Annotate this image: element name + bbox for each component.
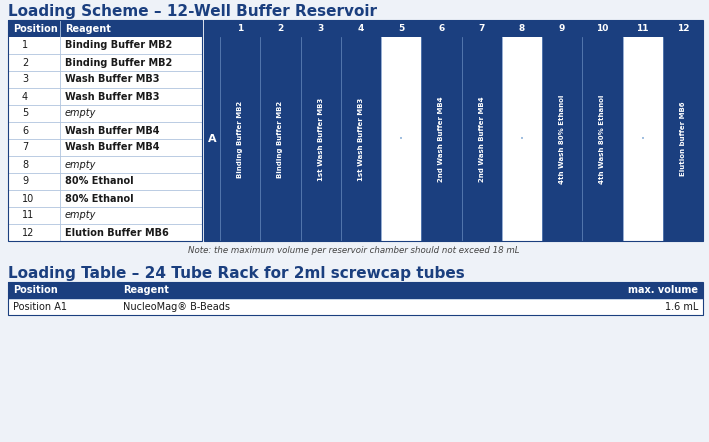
Bar [421,37,462,241]
Bar [204,37,220,241]
Bar [204,20,703,241]
Text: 5: 5 [22,108,28,118]
Text: Wash Buffer MB4: Wash Buffer MB4 [65,142,160,152]
Text: 6: 6 [22,126,28,136]
Text: 3: 3 [22,75,28,84]
Text: Wash Buffer MB3: Wash Buffer MB3 [65,75,160,84]
Text: 2: 2 [22,57,28,68]
Text: 6: 6 [438,24,445,33]
Text: empty: empty [65,160,96,169]
Text: 1: 1 [237,24,243,33]
Bar [8,156,202,173]
Text: 80% Ethanol: 80% Ethanol [65,176,133,187]
Bar [8,173,202,190]
Bar [8,282,703,315]
Text: Wash Buffer MB4: Wash Buffer MB4 [65,126,160,136]
Text: empty: empty [65,210,96,221]
Bar [220,37,260,241]
Text: 4: 4 [357,24,364,33]
Bar [8,224,202,241]
Text: •: • [520,136,524,142]
Text: 10: 10 [596,24,608,33]
Text: Wash Buffer MB3: Wash Buffer MB3 [65,91,160,102]
Text: Reagent: Reagent [65,23,111,34]
Text: Position: Position [13,23,57,34]
Text: 1st Wash Buffer MB3: 1st Wash Buffer MB3 [318,97,323,181]
Text: 11: 11 [637,24,649,33]
Bar [204,20,703,37]
Text: Binding Buffer MB2: Binding Buffer MB2 [237,100,243,178]
Text: empty: empty [65,108,96,118]
Text: Reagent: Reagent [123,285,169,295]
Bar [341,37,381,241]
Text: 9: 9 [559,24,565,33]
Text: 8: 8 [22,160,28,169]
Text: Position: Position [13,285,57,295]
Text: 2nd Wash Buffer MB4: 2nd Wash Buffer MB4 [479,96,485,182]
Text: 1.6 mL: 1.6 mL [664,302,698,312]
Text: Loading Scheme – 12-Well Buffer Reservoir: Loading Scheme – 12-Well Buffer Reservoi… [8,4,377,19]
Text: max. volume: max. volume [628,285,698,295]
Bar [462,37,502,241]
Bar [301,37,341,241]
Text: Note: the maximum volume per reservoir chamber should not exceed 18 mL: Note: the maximum volume per reservoir c… [189,246,520,255]
Text: •: • [641,136,644,142]
Text: 12: 12 [676,24,689,33]
Bar [542,37,582,241]
Text: 1st Wash Buffer MB3: 1st Wash Buffer MB3 [358,97,364,181]
Bar [8,122,202,139]
Text: Elution buffer MB6: Elution buffer MB6 [680,102,686,176]
Text: 4: 4 [22,91,28,102]
Text: 11: 11 [22,210,34,221]
Bar [623,37,663,241]
Text: 2: 2 [277,24,284,33]
Bar [663,37,703,241]
Text: Elution Buffer MB6: Elution Buffer MB6 [65,228,169,237]
Text: Loading Table – 24 Tube Rack for 2ml screwcap tubes: Loading Table – 24 Tube Rack for 2ml scr… [8,266,465,281]
Text: 9: 9 [22,176,28,187]
Text: 8: 8 [519,24,525,33]
Bar [8,139,202,156]
Text: 10: 10 [22,194,34,203]
Text: 3: 3 [318,24,324,33]
Bar [8,190,202,207]
Bar [502,37,542,241]
Text: •: • [399,136,403,142]
Text: Binding Buffer MB2: Binding Buffer MB2 [65,57,172,68]
Text: 7: 7 [479,24,485,33]
Bar [8,20,202,241]
Bar [260,37,301,241]
Bar [8,282,703,298]
Text: 80% Ethanol: 80% Ethanol [65,194,133,203]
Bar [8,71,202,88]
Text: 5: 5 [398,24,404,33]
Bar [8,298,703,315]
Bar [8,105,202,122]
Bar [8,207,202,224]
Bar [381,37,421,241]
Text: Binding Buffer MB2: Binding Buffer MB2 [277,100,284,178]
Bar [8,54,202,71]
Text: 1: 1 [22,41,28,50]
Text: NucleoMag® B-Beads: NucleoMag® B-Beads [123,302,230,312]
Text: Position A1: Position A1 [13,302,67,312]
Text: 4th Wash 80% Ethanol: 4th Wash 80% Ethanol [599,94,605,184]
Bar [8,37,202,54]
Text: 7: 7 [22,142,28,152]
Bar [8,20,202,37]
Bar [582,37,623,241]
Text: A: A [208,134,216,144]
Text: 12: 12 [22,228,34,237]
Text: 4th Wash 80% Ethanol: 4th Wash 80% Ethanol [559,94,565,184]
Bar [8,88,202,105]
Text: 2nd Wash Buffer MB4: 2nd Wash Buffer MB4 [438,96,445,182]
Text: Binding Buffer MB2: Binding Buffer MB2 [65,41,172,50]
